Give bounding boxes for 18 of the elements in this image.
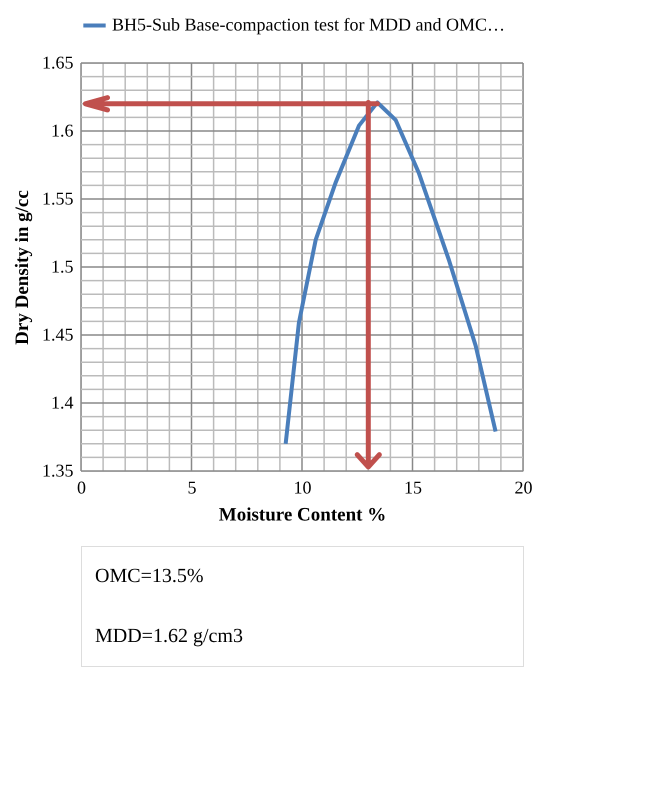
y-tick-label: 1.6: [51, 120, 74, 140]
y-tick-label: 1.45: [42, 324, 74, 344]
y-tick-label: 1.55: [42, 188, 74, 208]
x-tick-label: 5: [188, 478, 196, 498]
y-tick-label: 1.5: [51, 256, 74, 276]
line-series: [284, 100, 498, 446]
x-tick-label: 0: [77, 478, 86, 498]
legend-label: BH5-Sub Base-compaction test for MDD and OMC…: [112, 14, 505, 34]
y-tick-label: 1.65: [42, 52, 74, 72]
x-axis-title: Moisture Content %: [218, 504, 386, 526]
text: OMC=13.5%: [95, 565, 204, 587]
y-axis-title: Dry Density in g/cc: [12, 190, 33, 345]
text: MDD=1.62 g/cm3: [95, 625, 243, 647]
y-tick-label: 1.4: [51, 392, 74, 412]
x-tick-label: 20: [514, 478, 532, 498]
y-tick-label: 1.35: [42, 460, 74, 480]
x-tick-label: 10: [294, 478, 312, 498]
x-tick-label: 15: [404, 478, 422, 498]
